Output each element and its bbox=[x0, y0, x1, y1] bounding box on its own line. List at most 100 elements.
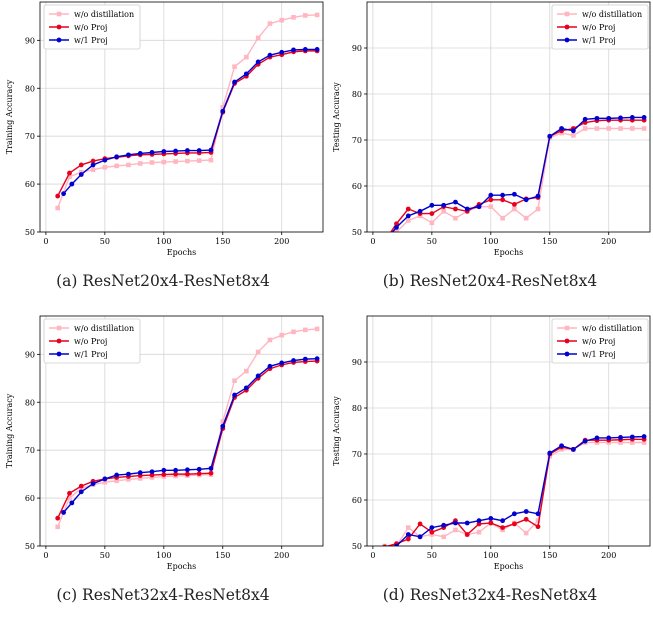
data-point bbox=[405, 525, 411, 530]
y-tick-label: 70 bbox=[352, 136, 362, 145]
legend-label: w/1 Proj bbox=[582, 350, 616, 359]
data-point bbox=[255, 349, 261, 355]
y-tick-label: 80 bbox=[25, 398, 35, 407]
x-tick-label: 100 bbox=[156, 551, 171, 560]
x-tick-label: 150 bbox=[542, 237, 557, 246]
data-point bbox=[453, 215, 458, 221]
data-point bbox=[594, 126, 600, 131]
data-point bbox=[464, 520, 470, 526]
y-axis-label: Testing Accuracy bbox=[332, 396, 341, 466]
data-point bbox=[429, 202, 435, 208]
data-point bbox=[570, 447, 576, 452]
legend-label: w/o Proj bbox=[582, 23, 615, 32]
data-point bbox=[232, 64, 237, 69]
data-point bbox=[511, 202, 517, 207]
data-point bbox=[382, 239, 387, 244]
data-point bbox=[255, 373, 261, 379]
legend-label: w/o Proj bbox=[74, 337, 107, 346]
data-point bbox=[453, 520, 458, 526]
legend-box bbox=[43, 318, 141, 364]
data-point bbox=[267, 21, 273, 26]
data-point bbox=[137, 161, 143, 166]
data-point bbox=[394, 221, 399, 227]
series-2 bbox=[391, 115, 647, 232]
data-point bbox=[441, 209, 446, 214]
series-0 bbox=[394, 126, 647, 232]
legend-marker bbox=[56, 338, 62, 344]
data-point bbox=[464, 532, 470, 537]
plot-frame bbox=[366, 315, 651, 547]
plot-frame bbox=[39, 1, 324, 233]
data-point bbox=[243, 385, 249, 391]
data-point bbox=[629, 434, 635, 440]
series-2 bbox=[61, 356, 320, 515]
data-point bbox=[582, 116, 588, 122]
x-tick-label: 50 bbox=[100, 237, 110, 246]
legend-marker bbox=[56, 24, 62, 30]
series-line bbox=[395, 127, 645, 232]
legend-box bbox=[43, 4, 141, 50]
data-point bbox=[208, 465, 214, 471]
data-point bbox=[126, 152, 131, 158]
data-point bbox=[405, 213, 411, 219]
data-point bbox=[523, 516, 529, 522]
data-point bbox=[523, 530, 529, 536]
data-point bbox=[78, 489, 84, 495]
data-point bbox=[429, 211, 435, 217]
legend: w/o distillation w/o Proj w/1 Proj bbox=[43, 318, 141, 364]
x-tick-label: 0 bbox=[43, 551, 48, 560]
data-point bbox=[641, 126, 647, 131]
data-point bbox=[173, 148, 179, 154]
data-point bbox=[571, 133, 576, 138]
data-point bbox=[291, 358, 296, 363]
data-point bbox=[69, 500, 75, 506]
data-point bbox=[618, 440, 623, 445]
data-point bbox=[196, 148, 202, 153]
data-point bbox=[429, 220, 435, 226]
x-tick-label: 100 bbox=[483, 237, 498, 246]
data-point bbox=[618, 126, 623, 131]
data-point bbox=[232, 79, 237, 85]
legend-marker bbox=[56, 37, 62, 43]
data-point bbox=[67, 174, 72, 180]
data-point bbox=[208, 147, 214, 153]
legend-marker bbox=[56, 325, 62, 331]
data-point bbox=[173, 471, 179, 477]
plot-frame bbox=[366, 1, 651, 233]
data-point bbox=[55, 193, 61, 199]
series-line bbox=[57, 360, 318, 519]
legend-marker bbox=[56, 351, 62, 357]
data-point bbox=[208, 157, 214, 163]
legend-marker bbox=[564, 338, 570, 344]
x-tick-label: 0 bbox=[370, 237, 375, 246]
data-point bbox=[641, 434, 647, 439]
data-point bbox=[535, 511, 541, 517]
data-point bbox=[78, 172, 84, 177]
data-point bbox=[161, 472, 167, 478]
data-point bbox=[417, 534, 423, 540]
data-point bbox=[547, 133, 553, 139]
data-point bbox=[279, 332, 285, 338]
data-point bbox=[196, 471, 202, 477]
y-tick-label: 90 bbox=[25, 350, 35, 359]
data-point bbox=[137, 470, 143, 476]
y-tick-label: 60 bbox=[352, 496, 362, 505]
caption-a: (a) ResNet20x4-ResNet8x4 bbox=[56, 272, 270, 290]
x-axis-label: Epochs bbox=[494, 248, 524, 257]
data-point bbox=[114, 163, 119, 169]
data-point bbox=[149, 472, 155, 478]
data-point bbox=[90, 158, 96, 164]
data-point bbox=[69, 181, 75, 187]
legend-marker bbox=[56, 11, 62, 17]
y-tick-label: 60 bbox=[352, 182, 362, 191]
y-tick-label: 60 bbox=[25, 180, 35, 189]
data-point bbox=[314, 47, 320, 52]
data-point bbox=[535, 524, 541, 530]
data-point bbox=[405, 536, 411, 542]
y-tick-label: 70 bbox=[352, 450, 362, 459]
data-point bbox=[126, 471, 131, 477]
data-point bbox=[405, 206, 411, 212]
data-point bbox=[476, 529, 482, 535]
x-tick-label: 200 bbox=[601, 551, 616, 560]
chart-d: 0 50 100 150 200 50 60 70 80 90 Epochs Testing Accu… bbox=[332, 315, 651, 571]
